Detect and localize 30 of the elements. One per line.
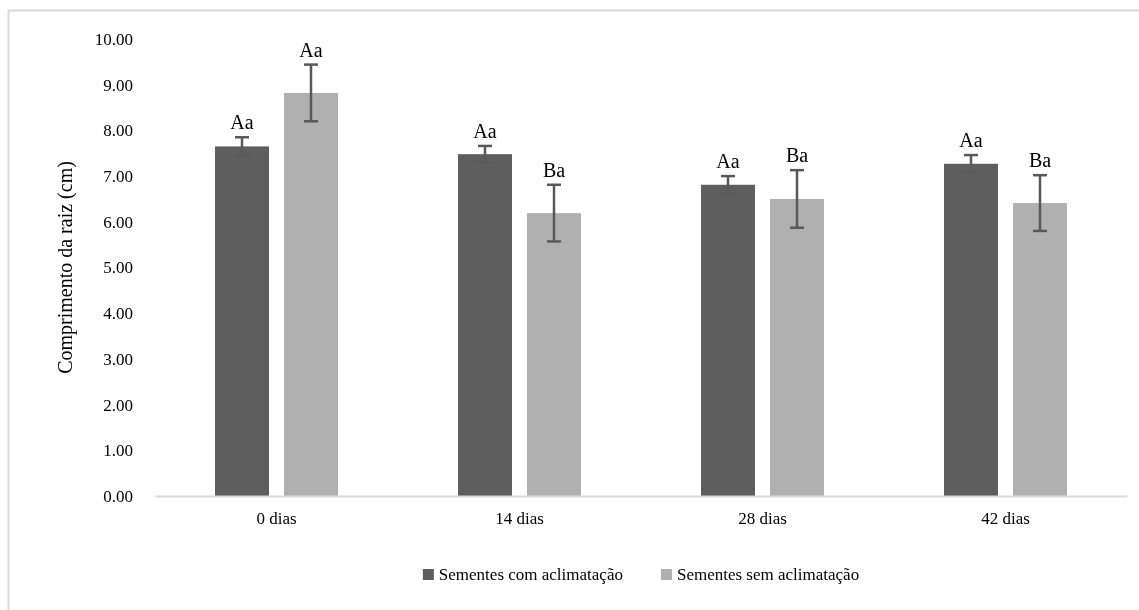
legend-label: Sementes com aclimatação xyxy=(438,565,623,584)
data-label: Aa xyxy=(716,150,740,173)
y-tick-label: 8.00 xyxy=(103,121,133,141)
data-label: Aa xyxy=(299,38,323,61)
bar xyxy=(527,213,581,496)
bar xyxy=(770,198,824,496)
data-label: Aa xyxy=(230,111,254,134)
bar xyxy=(1013,203,1067,496)
y-axis-title: Comprimento da raiz (cm) xyxy=(54,161,77,374)
legend-label: Sementes sem aclimatação xyxy=(676,565,860,584)
data-label: Ba xyxy=(542,158,566,181)
y-tick-label: 6.00 xyxy=(103,212,133,232)
data-label: Aa xyxy=(959,129,983,152)
y-tick-label: 0.00 xyxy=(103,486,133,506)
y-tick-label: 7.00 xyxy=(103,167,133,187)
y-tick-label: 9.00 xyxy=(103,75,133,95)
bar xyxy=(284,92,338,496)
y-tick-label: 1.00 xyxy=(103,441,133,461)
data-label: Ba xyxy=(1028,149,1052,172)
y-tick-label: 3.00 xyxy=(103,349,133,369)
y-tick-label: 5.00 xyxy=(103,258,133,278)
x-tick-label: 0 dias xyxy=(256,509,297,529)
y-tick-label: 4.00 xyxy=(103,304,133,324)
x-tick-label: 42 dias xyxy=(981,509,1030,529)
x-tick-label: 28 dias xyxy=(738,509,787,529)
data-label: Ba xyxy=(785,144,809,167)
data-label: Aa xyxy=(473,119,497,142)
y-tick-label: 2.00 xyxy=(103,395,133,415)
x-tick-label: 14 dias xyxy=(495,509,544,529)
y-tick-label: 10.00 xyxy=(94,29,133,49)
